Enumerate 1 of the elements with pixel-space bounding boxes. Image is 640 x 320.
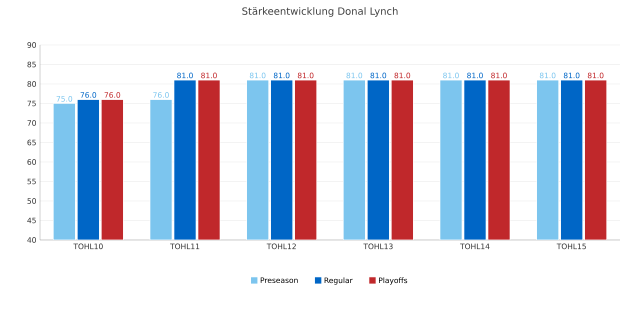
chart-title: Stärkeentwicklung Donal Lynch <box>242 7 398 17</box>
